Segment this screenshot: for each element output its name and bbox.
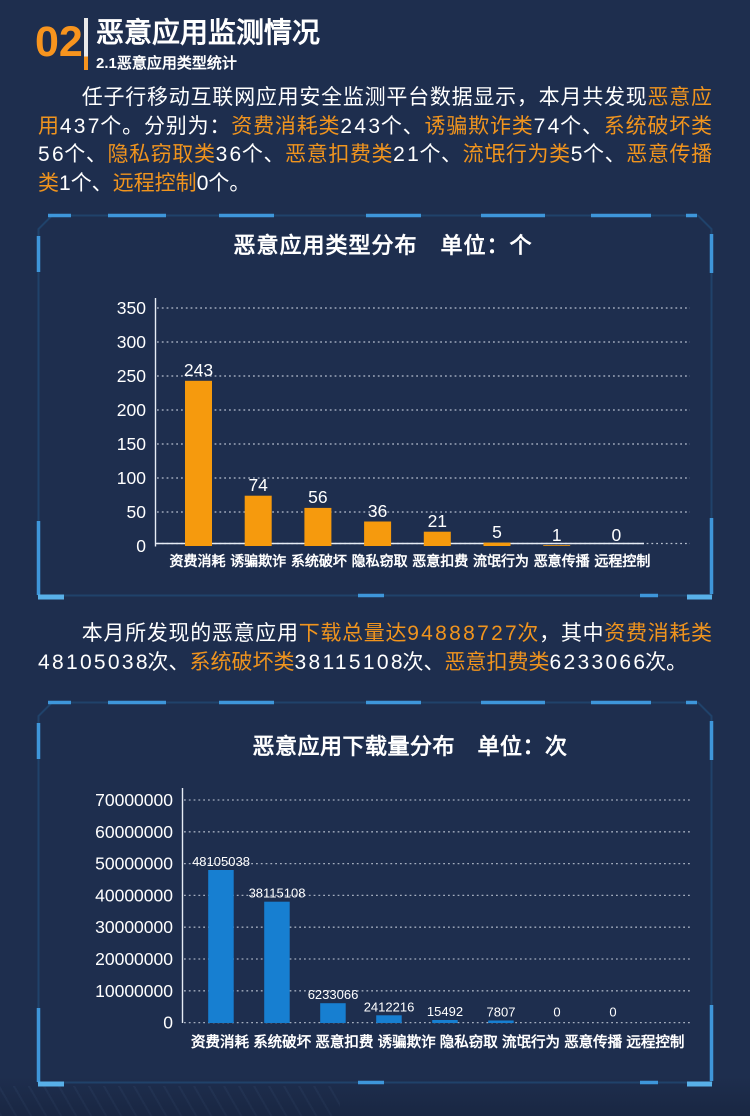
svg-text:诱骗欺诈: 诱骗欺诈 (378, 1033, 436, 1051)
svg-text:15492: 15492 (427, 1004, 463, 1019)
svg-text:隐私窃取: 隐私窃取 (352, 553, 409, 569)
svg-text:5: 5 (492, 522, 502, 542)
svg-text:60000000: 60000000 (95, 822, 173, 842)
svg-text:2412216: 2412216 (364, 999, 415, 1014)
svg-text:1: 1 (552, 525, 562, 545)
svg-text:恶意扣费: 恶意扣费 (315, 1033, 373, 1051)
svg-text:0: 0 (163, 1013, 173, 1033)
svg-text:6233066: 6233066 (308, 987, 359, 1002)
svg-text:系统破坏: 系统破坏 (291, 553, 347, 569)
svg-text:20000000: 20000000 (95, 949, 173, 969)
svg-text:100: 100 (117, 468, 146, 488)
svg-text:诱骗欺诈: 诱骗欺诈 (230, 553, 286, 569)
svg-text:300: 300 (117, 332, 146, 352)
svg-text:56: 56 (308, 487, 327, 507)
svg-text:远程控制: 远程控制 (594, 553, 650, 569)
svg-text:30000000: 30000000 (95, 917, 173, 937)
svg-text:恶意传播: 恶意传播 (534, 553, 591, 569)
svg-text:流氓行为: 流氓行为 (473, 553, 529, 569)
svg-text:资费消耗: 资费消耗 (191, 1033, 249, 1051)
svg-text:50000000: 50000000 (95, 854, 173, 874)
svg-text:250: 250 (117, 366, 146, 386)
svg-text:200: 200 (117, 400, 146, 420)
svg-text:系统破坏: 系统破坏 (253, 1033, 311, 1051)
svg-text:50: 50 (127, 502, 147, 522)
svg-text:350: 350 (117, 298, 146, 318)
svg-text:恶意扣费: 恶意扣费 (412, 553, 468, 569)
svg-text:恶意传播: 恶意传播 (564, 1033, 622, 1051)
svg-text:7807: 7807 (487, 1005, 516, 1020)
svg-text:恶意应用下载量分布 单位：次: 恶意应用下载量分布 单位：次 (252, 734, 567, 759)
svg-text:150: 150 (117, 434, 146, 454)
svg-text:21: 21 (428, 511, 447, 531)
svg-text:0: 0 (609, 1005, 616, 1020)
svg-text:74: 74 (248, 475, 268, 495)
svg-text:243: 243 (184, 360, 213, 380)
svg-text:40000000: 40000000 (95, 885, 173, 905)
svg-text:恶意应用类型分布 单位：个: 恶意应用类型分布 单位：个 (233, 233, 532, 258)
svg-text:36: 36 (368, 501, 387, 521)
svg-text:10000000: 10000000 (95, 981, 173, 1001)
svg-text:70000000: 70000000 (95, 790, 173, 810)
svg-text:流氓行为: 流氓行为 (502, 1033, 560, 1051)
svg-text:0: 0 (136, 536, 146, 556)
svg-text:资费消耗: 资费消耗 (170, 553, 226, 569)
svg-text:隐私窃取: 隐私窃取 (440, 1033, 498, 1051)
svg-text:48105038: 48105038 (192, 854, 250, 869)
svg-text:0: 0 (612, 525, 622, 545)
svg-text:远程控制: 远程控制 (626, 1033, 684, 1051)
svg-text:38115108: 38115108 (249, 886, 306, 901)
svg-text:0: 0 (553, 1005, 560, 1020)
